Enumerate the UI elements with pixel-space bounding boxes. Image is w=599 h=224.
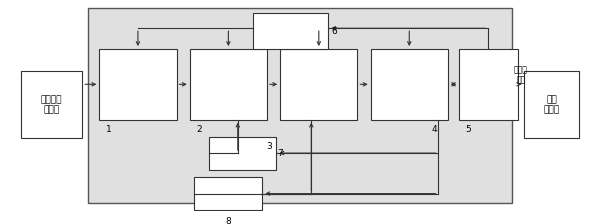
Text: 5: 5 (466, 125, 471, 134)
Text: 7: 7 (277, 149, 283, 158)
Bar (195, 177, 262, 210)
Bar (208, 137, 276, 170)
Text: 1: 1 (106, 125, 111, 134)
Bar (371, 49, 448, 120)
Text: 传感器模
拟信号: 传感器模 拟信号 (41, 95, 62, 114)
Text: 6: 6 (331, 27, 337, 36)
Text: 4: 4 (432, 125, 437, 134)
Bar (459, 49, 518, 120)
Bar (21, 71, 82, 138)
Bar (88, 8, 512, 202)
Text: 3: 3 (266, 142, 272, 151)
Text: 8: 8 (225, 217, 231, 224)
Bar (190, 49, 267, 120)
Bar (280, 49, 358, 120)
Bar (253, 13, 328, 49)
Text: 接收
处理端: 接收 处理端 (543, 95, 559, 114)
Text: 长距离
传输: 长距离 传输 (514, 65, 528, 85)
Bar (524, 71, 579, 138)
Bar (99, 49, 177, 120)
Text: 2: 2 (196, 125, 202, 134)
